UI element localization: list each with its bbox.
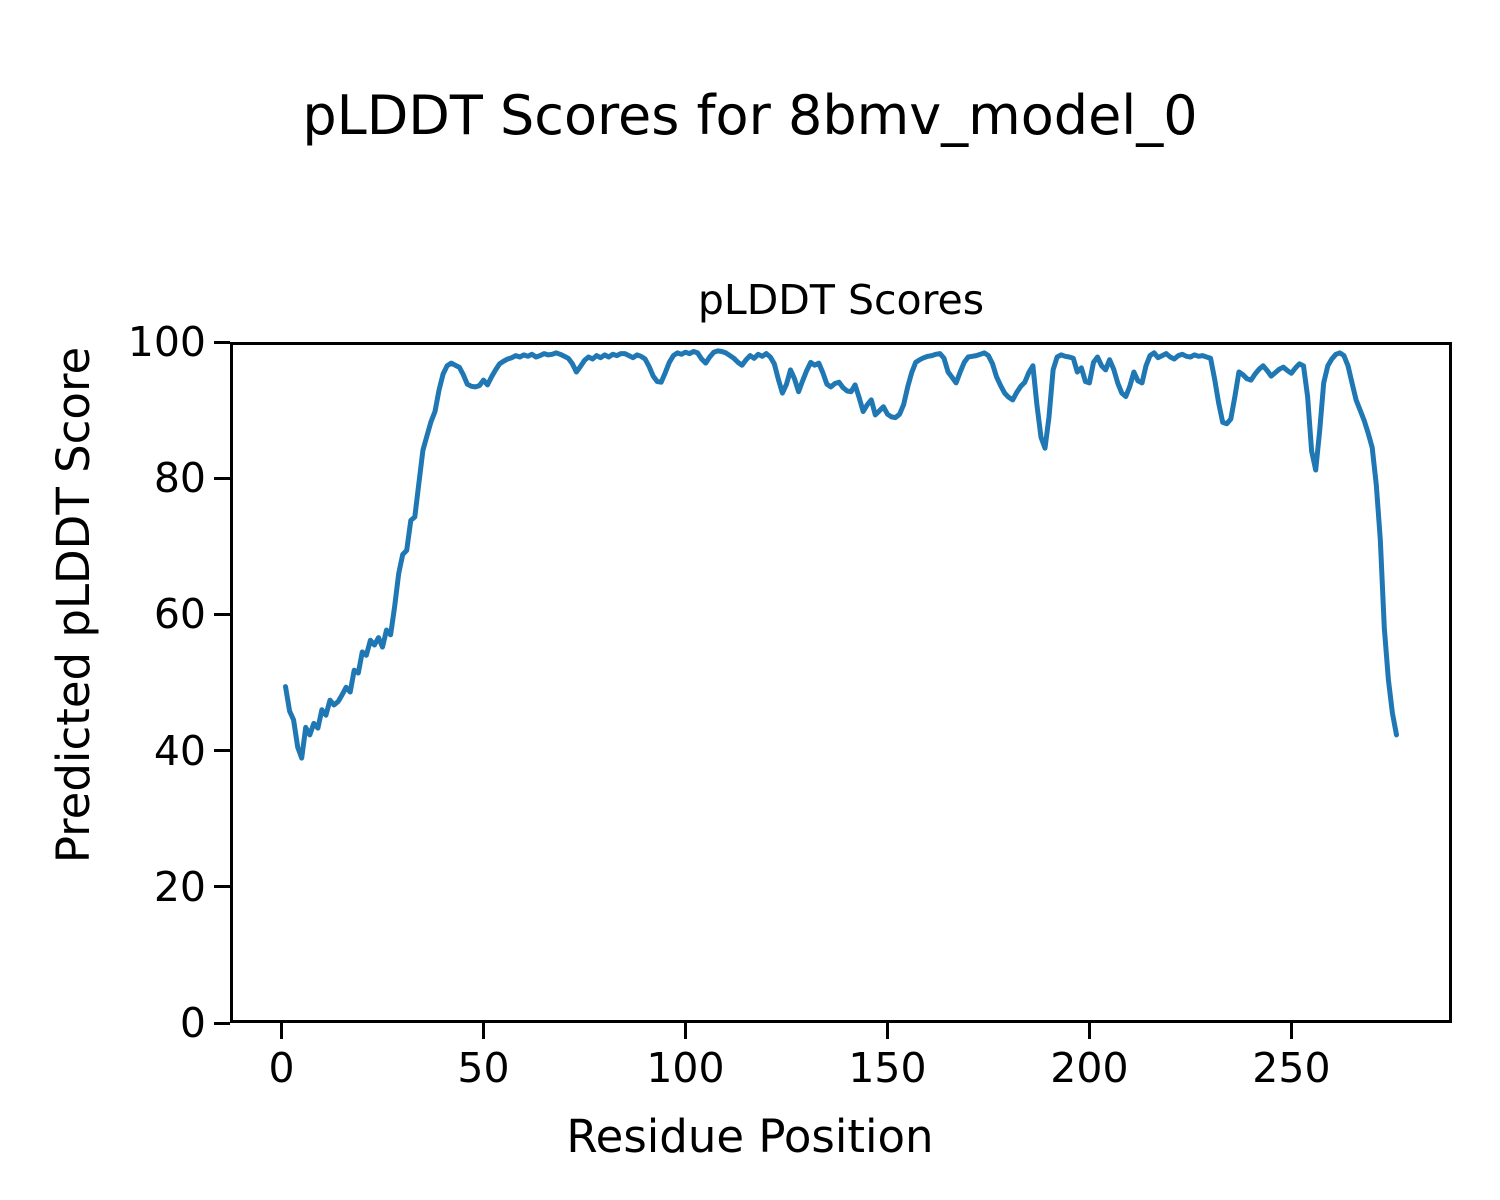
x-axis-label: Residue Position [566,1110,934,1163]
x-tick-label: 200 [1050,1044,1129,1092]
y-tick-label: 100 [127,318,206,366]
y-tick-label: 20 [153,862,206,911]
x-tick-label: 0 [268,1044,295,1092]
plot-area [283,348,1399,761]
plddt-line-series [283,348,1399,761]
x-tick-label: 100 [646,1044,725,1092]
y-tick-mark [214,476,230,480]
y-tick-label: 0 [179,999,206,1047]
y-tick-mark [214,340,230,344]
x-tick-mark [1289,1023,1293,1039]
y-tick-mark [214,749,230,753]
y-tick-label: 80 [153,454,206,503]
y-tick-label: 60 [153,590,206,639]
axes-title: pLDDT Scores [697,276,985,324]
x-tick-label: 250 [1252,1044,1331,1092]
y-tick-mark [214,885,230,889]
y-tick-label: 40 [153,726,206,775]
x-tick-mark [885,1023,889,1039]
y-tick-mark [214,612,230,616]
x-tick-mark [683,1023,687,1039]
x-tick-label: 150 [848,1044,927,1092]
axes [230,342,1452,1023]
x-tick-mark [481,1023,485,1039]
figure-title: pLDDT Scores for 8bmv_model_0 [302,84,1198,147]
x-tick-label: 50 [457,1044,510,1092]
y-tick-mark [214,1021,230,1025]
x-tick-mark [1087,1023,1091,1039]
x-tick-mark [280,1023,283,1039]
